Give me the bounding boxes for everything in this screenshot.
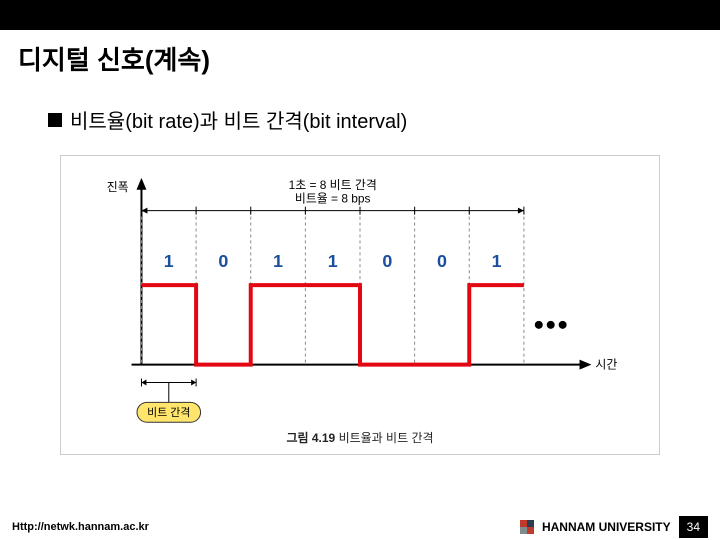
svg-text:0: 0 <box>437 251 447 271</box>
diagram-container: 진폭시간1초 = 8 비트 간격비트율 = 8 bps1011001비트 간격 … <box>60 155 660 455</box>
svg-text:1초 = 8 비트 간격: 1초 = 8 비트 간격 <box>289 178 377 192</box>
university-logo-icon <box>520 520 534 534</box>
slide-subtitle: 비트율(bit rate)과 비트 간격(bit interval) <box>70 105 407 134</box>
caption-prefix: 그림 4.19 <box>286 431 335 445</box>
svg-text:1: 1 <box>328 251 338 271</box>
footer: Http://netwk.hannam.ac.kr HANNAM UNIVERS… <box>0 514 720 540</box>
svg-text:비트율 = 8 bps: 비트율 = 8 bps <box>295 192 371 206</box>
footer-url: Http://netwk.hannam.ac.kr <box>12 521 149 533</box>
svg-text:0: 0 <box>382 251 392 271</box>
slide-title: 디지털 신호(계속) <box>0 30 720 77</box>
svg-text:1: 1 <box>273 251 283 271</box>
signal-diagram: 진폭시간 1초 = 8 비트 간격비트율 = 8 bps 1 0 1 1 0 0 1 비트 간격 <box>61 156 659 454</box>
figure-caption: 그림 4.19 비트율과 비트 간격 <box>286 429 433 446</box>
page-number: 34 <box>679 516 708 538</box>
header-bar <box>0 0 720 30</box>
svg-text:시간: 시간 <box>595 358 617 372</box>
svg-text:0: 0 <box>218 251 228 271</box>
caption-text: 비트율과 비트 간격 <box>339 431 434 445</box>
bullet-icon <box>48 113 62 127</box>
university-name: HANNAM UNIVERSITY <box>542 520 671 534</box>
svg-text:1: 1 <box>164 251 174 271</box>
svg-text:1: 1 <box>492 251 502 271</box>
svg-text:진폭: 진폭 <box>107 180 129 194</box>
svg-text:비트 간격: 비트 간격 <box>147 406 190 419</box>
subtitle-row: 비트율(bit rate)과 비트 간격(bit interval) <box>0 77 720 134</box>
